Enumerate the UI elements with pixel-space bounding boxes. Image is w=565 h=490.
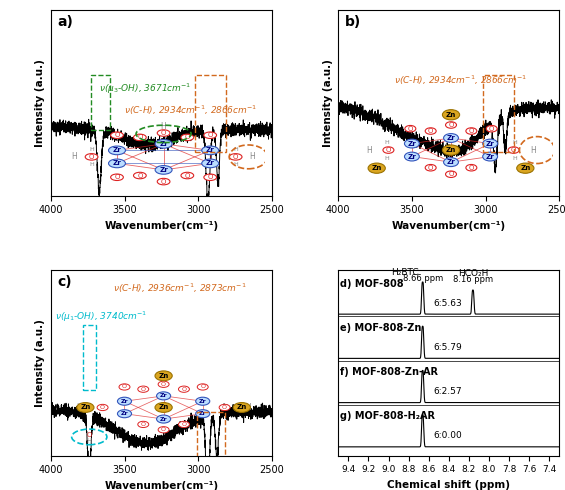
Text: a): a) xyxy=(58,15,73,29)
Text: b): b) xyxy=(345,15,361,29)
Text: 6:5.79: 6:5.79 xyxy=(433,343,462,352)
Text: $\nu$($\it{C}$-H), 2934cm$^{-1}$, 2866cm$^{-1}$: $\nu$($\it{C}$-H), 2934cm$^{-1}$, 2866cm… xyxy=(124,103,257,117)
Text: g) MOF-808-H₂AR: g) MOF-808-H₂AR xyxy=(340,412,435,421)
Text: H₂BTC: H₂BTC xyxy=(391,269,419,277)
Text: $\nu$($\it{C}$-H), 2936cm$^{-1}$, 2873cm$^{-1}$: $\nu$($\it{C}$-H), 2936cm$^{-1}$, 2873cm… xyxy=(113,282,246,295)
Y-axis label: Intensity (a.u.): Intensity (a.u.) xyxy=(35,59,45,147)
Text: 6:2.57: 6:2.57 xyxy=(433,387,462,396)
Text: $\nu$($\it{C}$-H), 2934cm$^{-1}$, 2866cm$^{-1}$: $\nu$($\it{C}$-H), 2934cm$^{-1}$, 2866cm… xyxy=(394,74,527,87)
X-axis label: Wavenumber(cm⁻¹): Wavenumber(cm⁻¹) xyxy=(105,481,219,490)
Y-axis label: Intensity (a.u.): Intensity (a.u.) xyxy=(35,319,45,407)
Text: c): c) xyxy=(58,275,72,290)
Text: HCO₂H: HCO₂H xyxy=(458,270,488,278)
Text: 8.66 ppm: 8.66 ppm xyxy=(402,274,443,283)
Text: d) MOF-808: d) MOF-808 xyxy=(340,279,404,289)
Text: $\nu$($\mu_1$-OH), 3740cm$^{-1}$: $\nu$($\mu_1$-OH), 3740cm$^{-1}$ xyxy=(55,310,147,324)
X-axis label: Chemical shift (ppm): Chemical shift (ppm) xyxy=(387,480,510,490)
X-axis label: Wavenumber(cm⁻¹): Wavenumber(cm⁻¹) xyxy=(105,221,219,231)
Text: 8.16 ppm: 8.16 ppm xyxy=(453,275,493,284)
Text: f) MOF-808-Zn-AR: f) MOF-808-Zn-AR xyxy=(340,367,438,377)
Text: 6:5.63: 6:5.63 xyxy=(433,298,462,308)
X-axis label: Wavenumber(cm⁻¹): Wavenumber(cm⁻¹) xyxy=(392,221,506,231)
Text: e) MOF-808-Zn: e) MOF-808-Zn xyxy=(340,323,421,333)
Text: 6:0.00: 6:0.00 xyxy=(433,431,462,440)
Text: $\nu$($\mu_3$-OH), 3671cm$^{-1}$: $\nu$($\mu_3$-OH), 3671cm$^{-1}$ xyxy=(99,81,192,96)
Y-axis label: Intensity (a.u.): Intensity (a.u.) xyxy=(323,59,333,147)
